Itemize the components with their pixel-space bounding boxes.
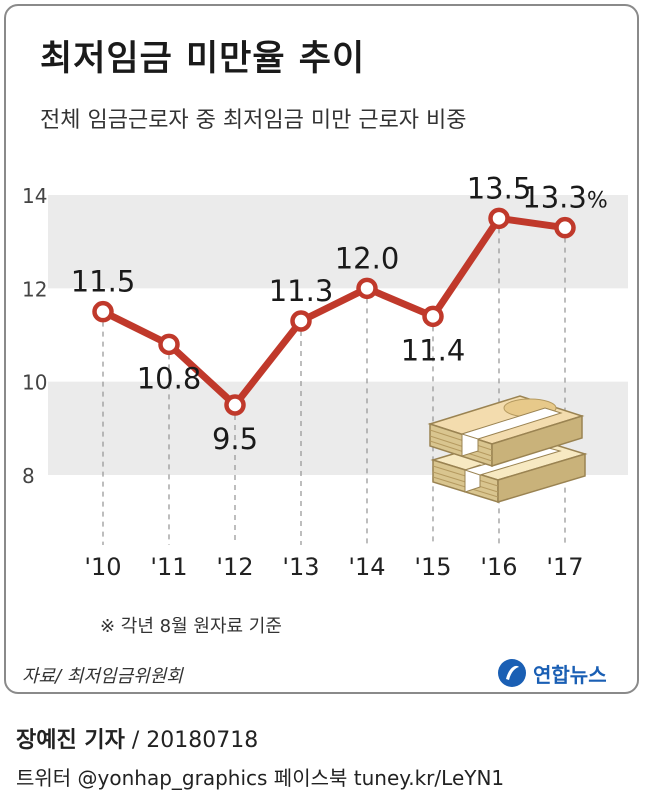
data-label: 13.3% <box>522 181 607 215</box>
publish-date: / 20180718 <box>131 728 259 753</box>
data-point <box>422 305 444 328</box>
x-tick-label: '11 <box>150 553 187 581</box>
data-points <box>92 207 576 416</box>
x-tick-label: '12 <box>216 553 253 581</box>
y-tick-label: 8 <box>22 464 35 488</box>
social-links: 트위터 @yonhap_graphics 페이스북 tuney.kr/LeYN1 <box>16 766 505 790</box>
data-label: 11.4 <box>401 333 466 367</box>
data-label: 9.5 <box>212 422 258 456</box>
data-point <box>158 333 180 356</box>
source-credit: 자료/ 최저임금위원회 <box>22 666 183 687</box>
data-point <box>356 277 378 300</box>
data-point <box>290 310 312 332</box>
money-stack-icon <box>427 395 588 504</box>
x-tick-label: '10 <box>84 553 121 581</box>
data-label: 12.0 <box>335 241 400 275</box>
data-point <box>554 216 576 239</box>
reporter-line: 장예진 기자 / 20180718 <box>16 722 258 754</box>
unit-label: % <box>587 189 608 214</box>
x-tick-label: '17 <box>546 553 583 581</box>
chart-title: 최저임금 미만율 추이 <box>40 39 366 79</box>
data-point <box>488 207 510 230</box>
yonhap-logo-icon <box>498 659 526 687</box>
data-point <box>224 394 246 416</box>
data-label: 11.3 <box>269 274 334 308</box>
y-tick-label: 12 <box>22 277 47 301</box>
logo-text: 연합뉴스 <box>533 662 607 687</box>
chart-frame <box>4 4 639 694</box>
y-tick-label: 10 <box>22 371 47 395</box>
data-point <box>92 300 114 323</box>
y-axis-ticks: 8 10 12 14 <box>22 184 47 488</box>
data-label: 13.5 <box>467 171 532 205</box>
y-tick-label: 14 <box>22 184 47 208</box>
chart-subtitle: 전체 임금근로자 중 최저임금 미만 근로자 비중 <box>40 108 467 133</box>
line-chart: 8 10 12 14 '10 '11 '12 '13 '14 '15 '16 '17 11.5 10.… <box>22 171 628 581</box>
x-axis-ticks: '10 '11 '12 '13 '14 '15 '16 '17 <box>84 553 583 581</box>
y-band-1 <box>48 195 628 289</box>
footnote: ※ 각년 8월 원자료 기준 <box>100 616 282 637</box>
x-tick-label: '15 <box>414 553 451 581</box>
data-label: 10.8 <box>137 361 202 395</box>
x-tick-label: '13 <box>282 553 319 581</box>
data-labels: 11.5 10.8 9.5 11.312.0 11.4 13.513.3% <box>71 171 608 456</box>
reporter-name: 장예진 기자 <box>16 728 125 753</box>
yonhap-logo: 연합뉴스 <box>497 654 607 692</box>
x-tick-label: '16 <box>480 553 517 581</box>
data-label: 11.5 <box>71 265 136 299</box>
x-tick-label: '14 <box>348 553 385 581</box>
series-line <box>99 214 569 409</box>
